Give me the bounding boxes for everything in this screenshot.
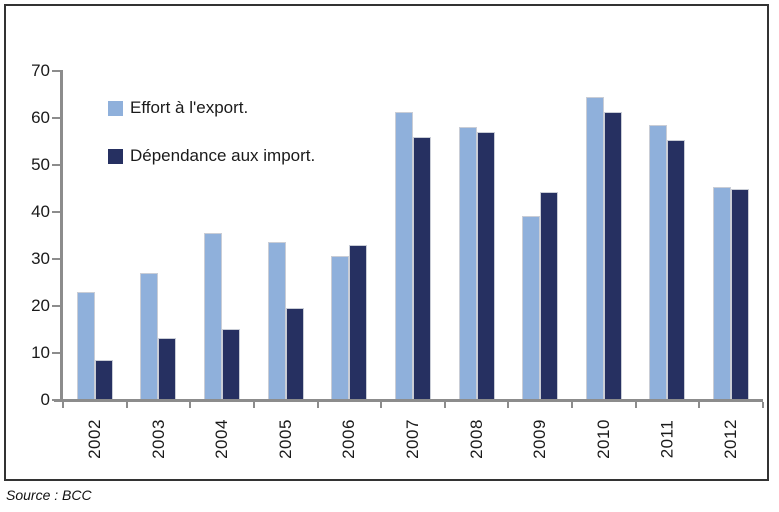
y-tick-label: 70 [31,61,50,80]
bar-group-2008 [458,71,495,399]
x-tick [316,402,319,408]
x-tick [125,402,128,408]
bar-export-2008 [458,126,477,399]
bar-group-2011 [649,71,686,399]
bar-group-2009 [522,71,559,399]
y-tick [52,70,61,72]
bar-import-2005 [285,307,304,399]
x-tick-label-text: 2005 [275,419,295,459]
y-tick-label: 0 [40,390,50,409]
bar-group-2002 [76,71,113,399]
bar-export-2002 [76,292,95,399]
bar-group-2003 [140,71,177,399]
x-tick [189,402,192,408]
x-tick-label-text: 2007 [403,419,423,459]
x-tick-label-2006: 2006 [318,410,382,468]
x-tick-label-2008: 2008 [445,410,509,468]
x-tick-label-2007: 2007 [381,410,445,468]
x-tick-label-text: 2012 [721,419,741,459]
x-tick-label-text: 2002 [84,419,104,459]
y-tick-label: 20 [31,296,50,315]
x-tick-label-2003: 2003 [127,410,191,468]
bar-import-2011 [667,140,686,399]
bar-import-2007 [412,136,431,399]
x-tick-label-text: 2006 [339,419,359,459]
legend-swatch-dark-navy [108,148,123,164]
bar-import-2008 [476,132,495,399]
bar-import-2003 [158,338,177,399]
bar-export-2011 [649,124,668,399]
legend-label: Dépendance aux import. [130,146,316,165]
x-tick-label-2012: 2012 [699,410,763,468]
bar-group-2012 [713,71,750,399]
y-tick-label: 30 [31,249,50,268]
bar-group-2004 [204,71,241,399]
x-tick-label-text: 2010 [593,419,613,459]
bar-export-2012 [713,186,732,399]
x-tick-label-text: 2004 [212,419,232,459]
legend-item-dependance-import: Dépendance aux import. [108,146,315,166]
x-tick [698,402,701,408]
legend-item-effort-export: Effort à l'export. [108,98,315,118]
x-tick-label-text: 2003 [148,419,168,459]
x-tick-label-text: 2011 [657,419,677,459]
y-tick [52,258,61,260]
bar-export-2005 [267,242,286,399]
x-tick [762,402,764,408]
y-tick [52,211,61,213]
bar-export-2006 [331,256,350,399]
x-tick-label-2004: 2004 [190,410,254,468]
bar-export-2007 [394,112,413,399]
bar-export-2010 [585,96,604,399]
x-tick [62,402,64,408]
x-axis-line [54,399,763,402]
x-tick [507,402,510,408]
bar-export-2004 [204,232,223,399]
y-tick [52,305,61,307]
legend-label: Effort à l'export. [130,98,249,117]
x-tick [252,402,255,408]
x-tick [634,402,637,408]
y-tick-label: 40 [31,202,50,221]
bar-import-2012 [731,189,750,399]
x-tick [380,402,383,408]
x-tick [571,402,574,408]
legend-swatch-light-blue [108,100,123,116]
legend: Effort à l'export. Dépendance aux import… [108,98,315,194]
bar-import-2006 [349,245,368,399]
y-tick-label: 50 [31,155,50,174]
bar-group-2005 [267,71,304,399]
x-tick-label-text: 2009 [530,419,550,459]
bar-import-2009 [540,191,559,399]
bar-group-2007 [394,71,431,399]
chart-frame: 70 60 50 40 30 20 10 0 2002 2003 2004 2005 2006 2007… [4,4,769,481]
x-tick-label-2002: 2002 [63,410,127,468]
y-tick [52,164,61,166]
bar-export-2009 [522,215,541,399]
source-note: Source : BCC [6,487,92,503]
x-tick-label-2009: 2009 [508,410,572,468]
y-tick-label: 10 [31,343,50,362]
x-tick-label-2010: 2010 [572,410,636,468]
x-axis-labels: 2002 2003 2004 2005 2006 2007 2008 2009 2010 2011… [63,410,763,470]
x-tick-label-2005: 2005 [254,410,318,468]
y-tick-label: 60 [31,108,50,127]
x-tick [443,402,446,408]
x-tick-label-text: 2008 [466,419,486,459]
bar-group-2010 [585,71,622,399]
bar-import-2010 [603,112,622,399]
y-axis-line [60,70,63,402]
y-tick [52,117,61,119]
bar-import-2004 [222,329,241,399]
bar-group-2006 [331,71,368,399]
bars-area [63,71,763,399]
x-tick-label-2011: 2011 [636,410,700,468]
y-tick [52,352,61,354]
bar-import-2002 [94,359,113,399]
bar-export-2003 [140,273,159,399]
